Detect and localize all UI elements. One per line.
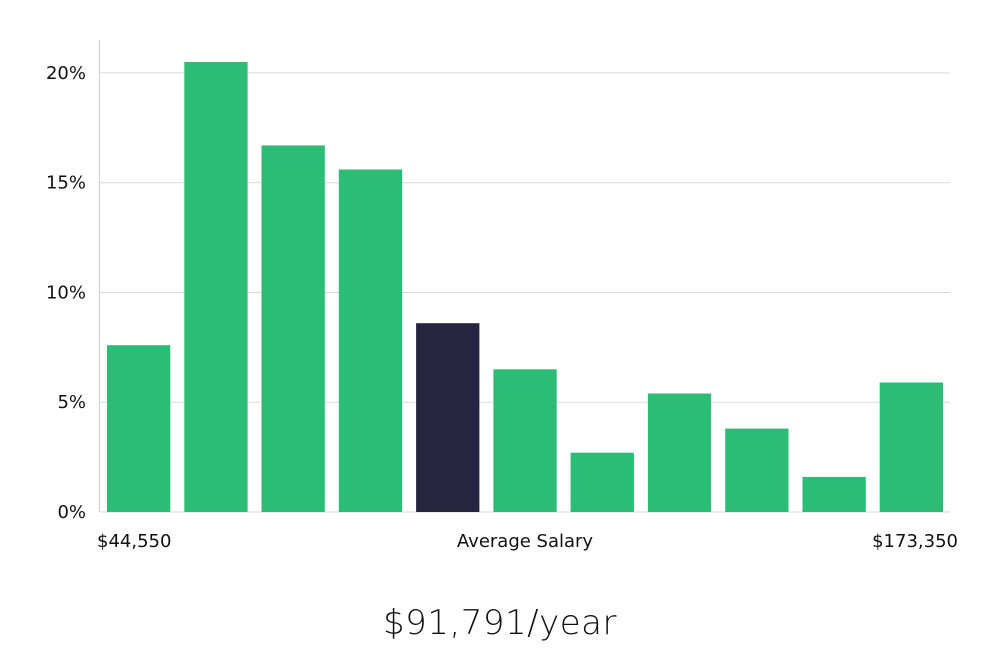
y-axis-ticks: 0% 5% 10% 15% 20% <box>46 63 86 523</box>
bar <box>802 476 866 512</box>
x-max-label: $173,350 <box>872 531 958 552</box>
y-tick-label: 10% <box>46 282 86 303</box>
bar <box>879 382 943 512</box>
y-tick-label: 5% <box>57 392 86 413</box>
salary-distribution-chart: 0% 5% 10% 15% 20% $44,550 Average Salary $17… <box>46 40 958 552</box>
bar <box>570 452 634 512</box>
bar-average-salary <box>416 323 480 512</box>
x-axis-title: Average Salary <box>457 531 594 552</box>
y-tick-label: 15% <box>46 173 86 194</box>
bar <box>184 62 248 512</box>
bar <box>647 393 712 512</box>
bar <box>261 145 325 512</box>
x-min-label: $44,550 <box>97 531 171 552</box>
bar <box>725 428 789 512</box>
average-salary-summary: $91,791/year <box>383 603 617 643</box>
bar <box>107 345 171 512</box>
bars <box>107 62 943 512</box>
bar <box>493 369 557 512</box>
y-tick-label: 20% <box>46 63 86 84</box>
y-tick-label: 0% <box>57 502 86 523</box>
bar <box>338 169 403 512</box>
